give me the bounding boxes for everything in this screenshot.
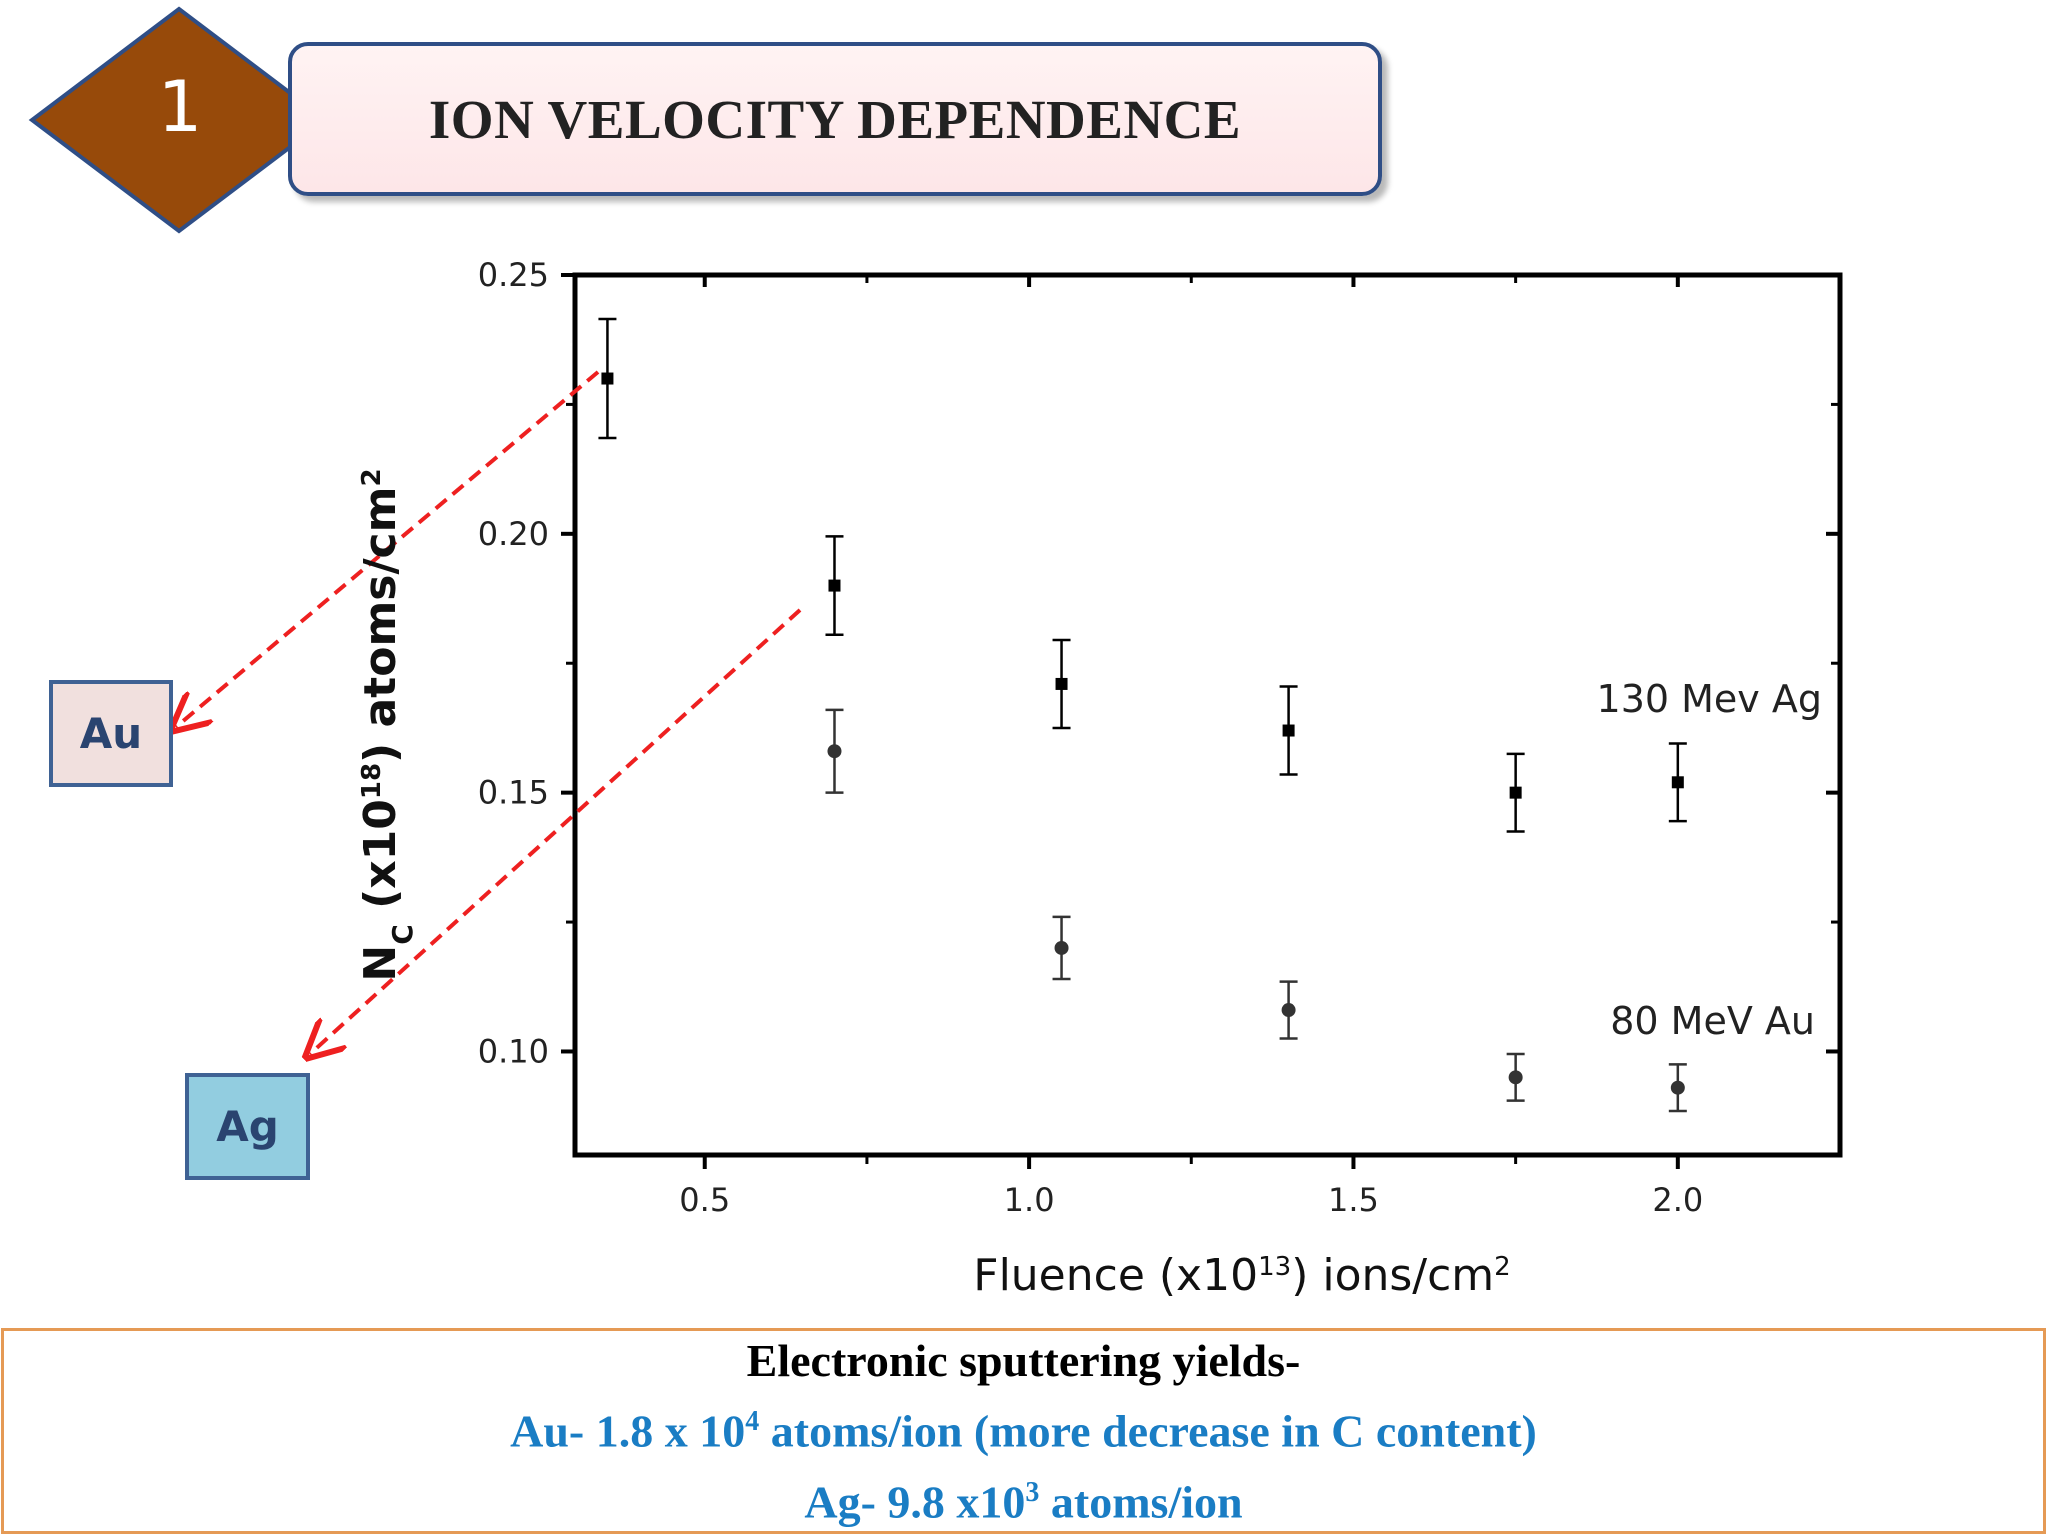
- ag-label: Ag: [216, 1102, 279, 1151]
- series-labels: 130 Mev Ag 80 MeV Au: [1597, 677, 1822, 1043]
- data-point-circle: [1508, 1070, 1523, 1085]
- data-point-square: [828, 579, 841, 592]
- data-point-circle: [1054, 940, 1069, 955]
- page-title: ION VELOCITY DEPENDENCE: [428, 88, 1242, 150]
- x-tick-label: 1.5: [1328, 1181, 1379, 1219]
- badge-number: 1: [157, 66, 203, 148]
- summary-au-line: Au- 1.8 x 104 atoms/ion (more decrease i…: [510, 1405, 1537, 1457]
- title-banner: ION VELOCITY DEPENDENCE: [288, 42, 1382, 196]
- data-point-square: [1055, 677, 1068, 690]
- x-tick-label: 1.0: [1004, 1181, 1055, 1219]
- annotation-arrows: [176, 370, 802, 1054]
- data-point-square: [1282, 724, 1295, 737]
- arrow-to-au: [176, 370, 600, 727]
- data-point-circle: [1670, 1080, 1685, 1095]
- ag-label-box: Ag: [185, 1073, 310, 1180]
- y-tick-label: 0.15: [478, 774, 549, 812]
- data-point-circle: [1281, 1003, 1296, 1018]
- series-layer: [598, 317, 1687, 1113]
- x-tick-label: 2.0: [1652, 1181, 1703, 1219]
- au-label: Au: [79, 709, 143, 758]
- data-point-square: [1671, 776, 1684, 789]
- plot-frame: [572, 272, 1843, 1158]
- arrow-to-ag: [310, 608, 802, 1054]
- badge-diamond: [28, 6, 330, 234]
- y-tick-label: 0.25: [478, 256, 549, 294]
- y-tick-label: 0.20: [478, 515, 549, 553]
- summary-heading: Electronic sputtering yields-: [746, 1335, 1301, 1387]
- summary-box: Electronic sputtering yields- Au- 1.8 x …: [1, 1328, 2046, 1534]
- series-label-ag: 130 Mev Ag: [1597, 677, 1822, 721]
- y-axis-label: NC (x1018) atoms/cm2: [355, 468, 419, 981]
- series-label-au: 80 MeV Au: [1610, 999, 1815, 1043]
- scatter-chart: 0.5 1.0 1.5 2.0 0.10 0.15 0.20 0.25 130 Mev Ag 8…: [0, 256, 1843, 1301]
- axis-ticks: 0.5 1.0 1.5 2.0 0.10 0.15 0.20 0.25: [478, 256, 1840, 1219]
- y-tick-label: 0.10: [478, 1032, 549, 1070]
- data-point-circle: [827, 744, 842, 759]
- x-axis-label: Fluence (x1013) ions/cm2: [973, 1250, 1510, 1301]
- plot-border: [572, 272, 1843, 1158]
- summary-ag-line: Ag- 9.8 x103 atoms/ion: [804, 1475, 1243, 1527]
- data-point-square: [1509, 786, 1522, 799]
- data-point-square: [601, 372, 614, 385]
- x-tick-label: 0.5: [679, 1181, 730, 1219]
- au-label-box: Au: [49, 680, 173, 787]
